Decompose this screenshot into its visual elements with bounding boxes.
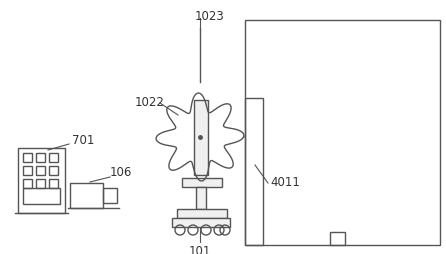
- Bar: [49, 166, 58, 175]
- Text: 701: 701: [72, 134, 95, 147]
- Bar: [23, 153, 32, 162]
- Bar: [23, 166, 32, 175]
- Bar: [194, 100, 208, 175]
- Text: 1022: 1022: [135, 97, 165, 109]
- Bar: [36, 179, 45, 188]
- Bar: [36, 166, 45, 175]
- Bar: [36, 153, 45, 162]
- Bar: [245, 98, 263, 245]
- Bar: [49, 179, 58, 188]
- Bar: [23, 188, 60, 204]
- Bar: [18, 148, 65, 213]
- Bar: [196, 187, 206, 209]
- Bar: [182, 178, 222, 187]
- Bar: [177, 209, 227, 218]
- Text: 1023: 1023: [195, 10, 225, 23]
- Text: 4011: 4011: [270, 177, 300, 189]
- Bar: [245, 20, 440, 245]
- Bar: [70, 183, 103, 208]
- Text: 101: 101: [189, 245, 211, 254]
- Bar: [172, 218, 230, 227]
- Bar: [49, 153, 58, 162]
- Bar: [23, 179, 32, 188]
- Bar: [330, 232, 345, 245]
- Bar: [103, 188, 117, 203]
- Text: 106: 106: [110, 167, 132, 180]
